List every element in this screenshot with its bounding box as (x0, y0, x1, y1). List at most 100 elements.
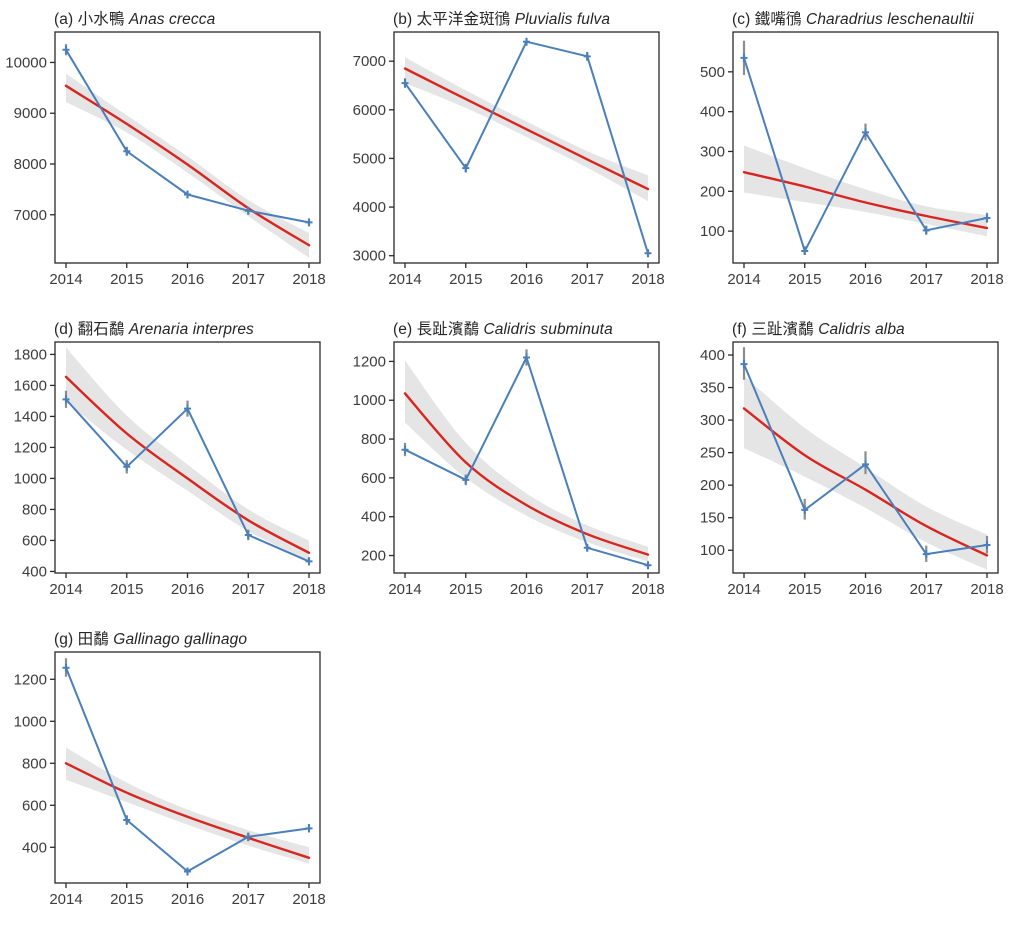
point-marker (184, 190, 191, 199)
chart-panel-d: (d) 翻石鷸 Arenaria interpres 2014 2015 2016 2… (0, 310, 339, 620)
plot-area-g: 2014 2015 2016 2017 2018 400 600 800 1000 1200 (14, 651, 326, 908)
plot-area-b: 2014 2015 2016 2017 2018 3000 4000 5000 6000 7000 (353, 31, 665, 288)
chart-panel-e: (e) 長趾濱鷸 Calidris subminuta 2014 2015 2016… (339, 310, 678, 620)
x-tick-label: 2018 (292, 891, 325, 908)
point-marker (523, 37, 530, 46)
panel-letter: (f) (732, 321, 747, 338)
x-tick-label: 2015 (110, 581, 143, 598)
y-axis: 100 200 300 400 500 (700, 64, 733, 240)
x-tick-label: 2015 (110, 891, 143, 908)
x-tick-label: 2018 (970, 581, 1003, 598)
x-tick-label: 2015 (449, 271, 482, 288)
x-tick-label: 2017 (910, 581, 943, 598)
point-marker (583, 543, 591, 552)
point-marker (740, 53, 748, 62)
plot-area-a: 2014 2015 2016 2017 2018 7000 8000 9000 10000 (5, 31, 326, 288)
species-name-zh: 田鷸 (77, 631, 109, 648)
point-marker (583, 52, 591, 61)
x-tick-label: 2016 (510, 581, 543, 598)
species-name-zh: 翻石鷸 (77, 321, 125, 338)
y-axis: 400 600 800 1000 1200 (14, 671, 55, 856)
y-tick-label: 400 (700, 104, 725, 121)
x-tick-label: 2018 (631, 581, 664, 598)
species-name-zh: 長趾濱鷸 (416, 321, 480, 338)
y-tick-label: 600 (361, 470, 386, 487)
x-tick-label: 2016 (510, 271, 543, 288)
trend-line (742, 171, 989, 230)
species-name-zh: 三趾濱鷸 (751, 321, 814, 338)
y-tick-label: 7000 (14, 207, 47, 224)
x-tick-label: 2017 (910, 271, 943, 288)
plot-area-c: 2014 2015 2016 2017 2018 100 200 300 400 500 (700, 31, 1004, 288)
observed-line (404, 356, 649, 567)
y-tick-label: 1800 (14, 346, 47, 363)
y-tick-label: 1400 (14, 408, 47, 425)
y-tick-label: 5000 (353, 150, 386, 167)
y-tick-label: 1200 (353, 353, 386, 370)
y-tick-label: 1200 (14, 439, 47, 456)
data-point-markers (62, 395, 313, 566)
point-marker (644, 249, 652, 258)
error-bars (64, 44, 311, 226)
y-tick-label: 800 (361, 431, 386, 448)
point-marker (801, 505, 809, 514)
chart-panel-f: (f) 三趾濱鷸 Calidris alba 2014 2015 2016 2017 2… (678, 310, 1018, 620)
trend-line (403, 392, 650, 556)
error-bars (403, 38, 650, 258)
species-name-zh: 小水鴨 (77, 11, 125, 28)
x-tick-label: 2017 (571, 581, 604, 598)
y-tick-label: 150 (700, 510, 725, 527)
confidence-band (405, 360, 648, 562)
x-axis: 2014 2015 2016 2017 2018 (49, 573, 326, 598)
species-name-zh: 太平洋金斑鴴 (416, 11, 511, 28)
point-marker (244, 531, 252, 540)
plot-content (740, 347, 991, 570)
point-marker (184, 867, 191, 876)
y-axis: 100 150 200 250 300 350 400 (700, 347, 733, 559)
panel-title-f: (f) 三趾濱鷸 Calidris alba (732, 317, 905, 339)
x-tick-label: 2016 (171, 271, 204, 288)
x-axis: 2014 2015 2016 2017 2018 (49, 263, 326, 288)
point-marker (401, 445, 409, 454)
x-tick-label: 2018 (970, 271, 1003, 288)
axis-box (393, 31, 660, 264)
x-tick-label: 2014 (727, 581, 760, 598)
point-marker (244, 832, 252, 841)
x-tick-label: 2016 (171, 581, 204, 598)
species-name-latin: Charadrius leschenaultii (806, 11, 974, 28)
y-tick-label: 200 (700, 477, 725, 494)
x-axis: 2014 2015 2016 2017 2018 (49, 883, 326, 908)
y-axis: 200 400 600 800 1000 1200 (353, 353, 394, 565)
x-tick-label: 2015 (110, 271, 143, 288)
point-marker (305, 557, 313, 566)
y-axis: 400 600 800 1000 1200 1400 1600 1800 (14, 346, 55, 580)
point-marker (644, 561, 652, 570)
x-tick-label: 2018 (631, 271, 664, 288)
confidence-band (66, 347, 309, 561)
species-name-latin: Pluvialis fulva (514, 11, 611, 28)
point-marker (401, 79, 409, 88)
trend-line (64, 84, 311, 247)
data-point-markers (62, 663, 313, 876)
plot-area-d: 2014 2015 2016 2017 2018 400 600 800 1000 1200 140… (14, 341, 326, 598)
x-tick-label: 2016 (849, 271, 882, 288)
panel-title-d: (d) 翻石鷸 Arenaria interpres (54, 317, 254, 339)
x-tick-label: 2014 (49, 581, 82, 598)
y-tick-label: 1000 (14, 470, 47, 487)
species-name-latin: Calidris alba (818, 321, 905, 338)
point-marker (123, 462, 131, 471)
y-tick-label: 600 (22, 797, 47, 814)
point-marker (123, 816, 131, 824)
y-tick-label: 1000 (353, 392, 386, 409)
chart-panel-c: (c) 鐵嘴鴴 Charadrius leschenaultii 2014 201… (678, 0, 1018, 310)
y-tick-label: 8000 (14, 156, 47, 173)
data-point-markers (401, 37, 652, 258)
plot-content (740, 40, 991, 256)
plot-content (401, 349, 652, 570)
x-tick-label: 2017 (232, 581, 265, 598)
point-marker (62, 45, 70, 54)
y-tick-label: 500 (700, 64, 725, 81)
panel-letter: (a) (54, 11, 74, 28)
y-tick-label: 400 (361, 509, 386, 526)
